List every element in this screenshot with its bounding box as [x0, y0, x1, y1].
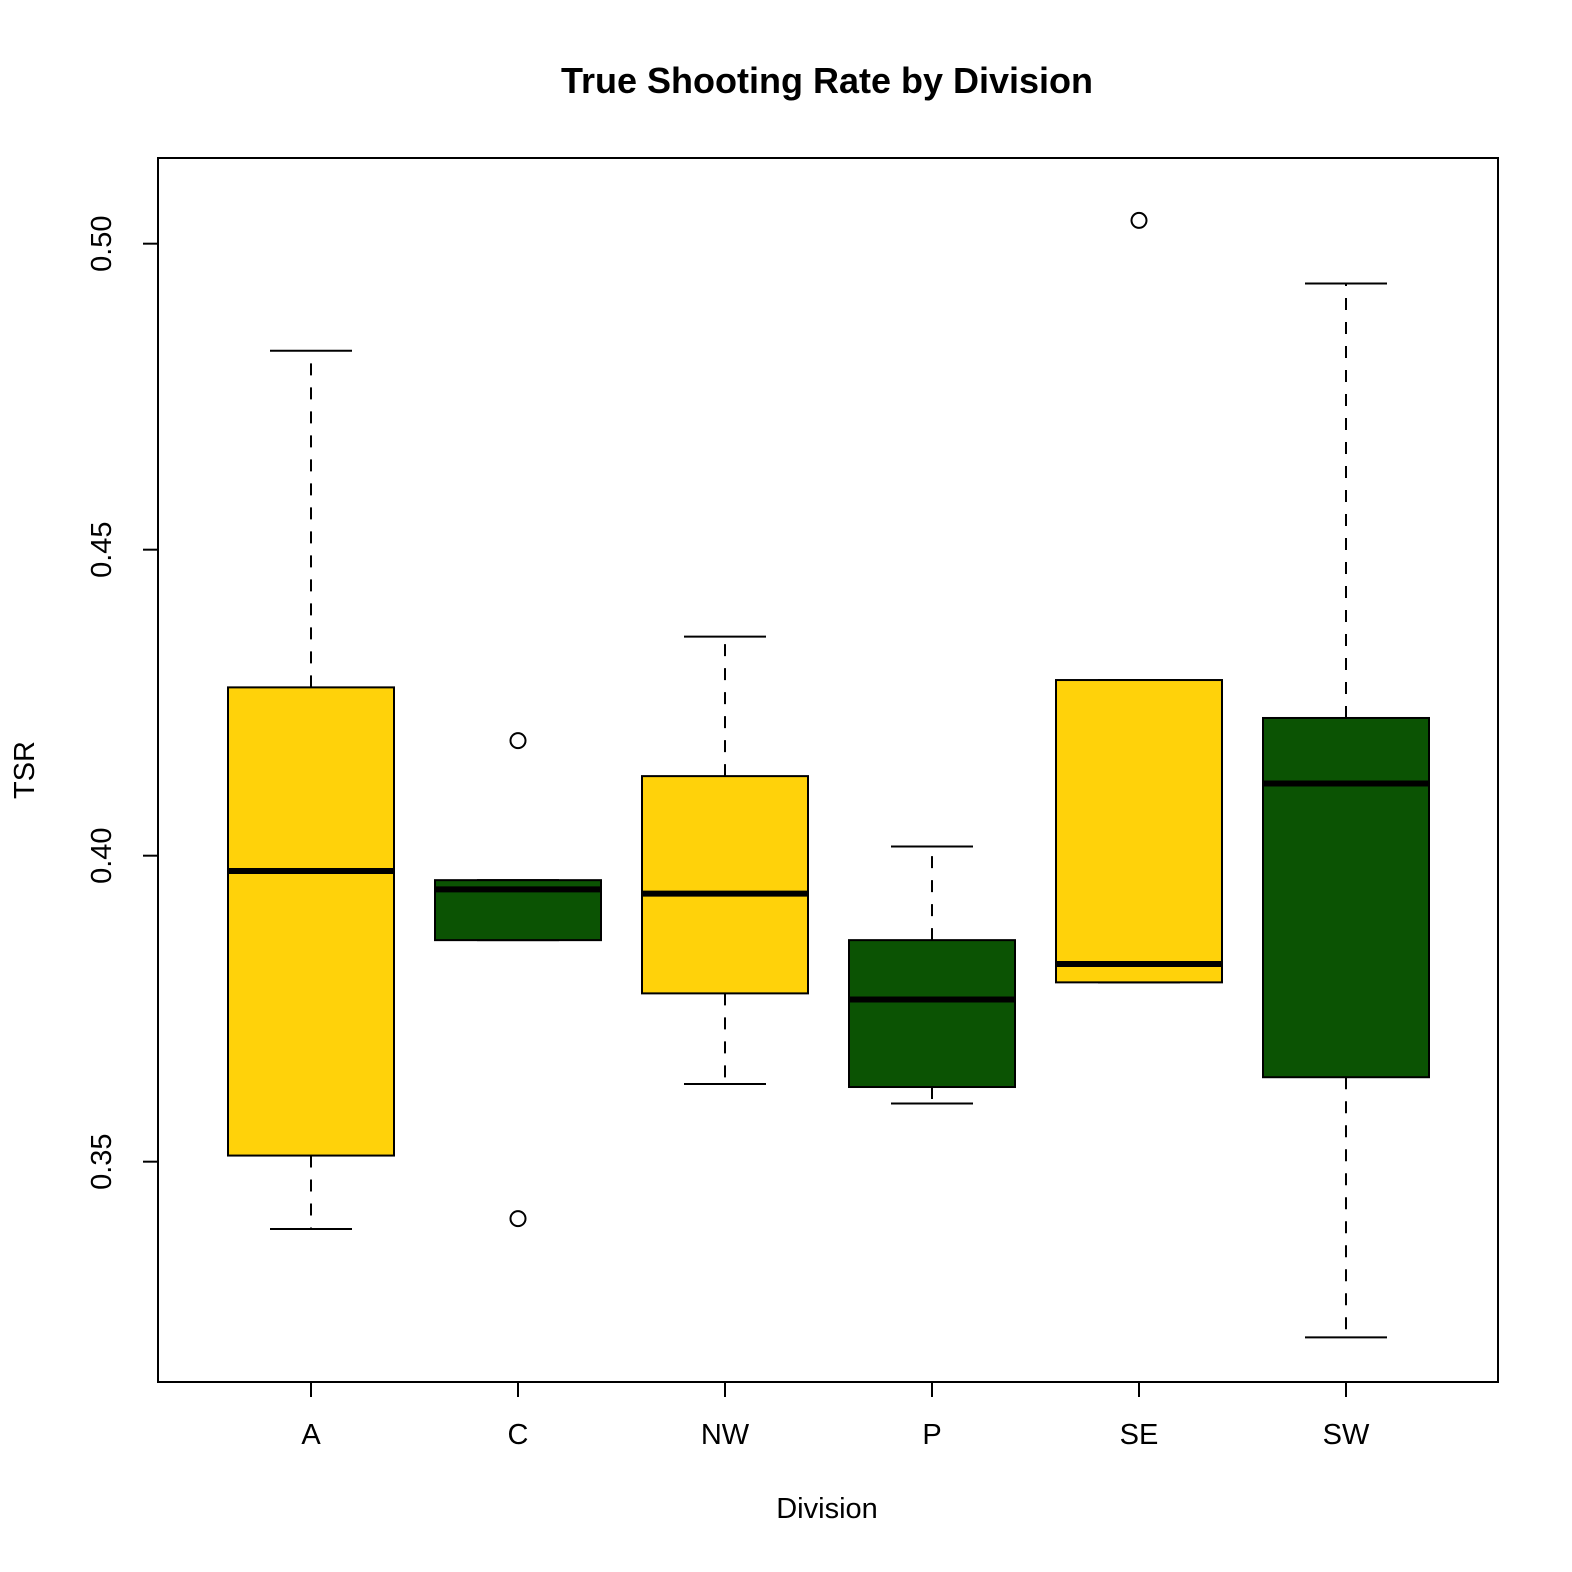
chart-title: True Shooting Rate by Division: [561, 60, 1093, 101]
box-sw: [1262, 716, 1430, 1079]
y-tick-label: 0.40: [86, 827, 118, 883]
x-tick-label-sw: SW: [1323, 1419, 1370, 1451]
outlier-c: [509, 1210, 527, 1228]
x-tick-label-se: SE: [1120, 1419, 1159, 1451]
y-tick-label: 0.50: [86, 215, 118, 271]
box-a: [227, 686, 395, 1157]
box-se: [1055, 679, 1223, 984]
box-p: [848, 939, 1016, 1089]
x-tick-label-c: C: [508, 1419, 529, 1451]
y-tick-label: 0.45: [86, 521, 118, 577]
outlier-c: [509, 732, 527, 750]
chart-marks: 0.35 0.40 0.45 0.50 A C NW P SE SW: [86, 211, 1430, 1451]
y-axis-label: TSR: [9, 741, 41, 799]
x-axis-label: Division: [776, 1493, 878, 1525]
x-tick-label-a: A: [301, 1419, 321, 1451]
x-tick-label-nw: NW: [701, 1419, 750, 1451]
plot-frame: [157, 157, 1499, 1383]
x-tick-label-p: P: [922, 1419, 941, 1451]
y-tick-label: 0.35: [86, 1133, 118, 1189]
box-nw: [641, 775, 809, 995]
outlier-se: [1130, 211, 1148, 229]
